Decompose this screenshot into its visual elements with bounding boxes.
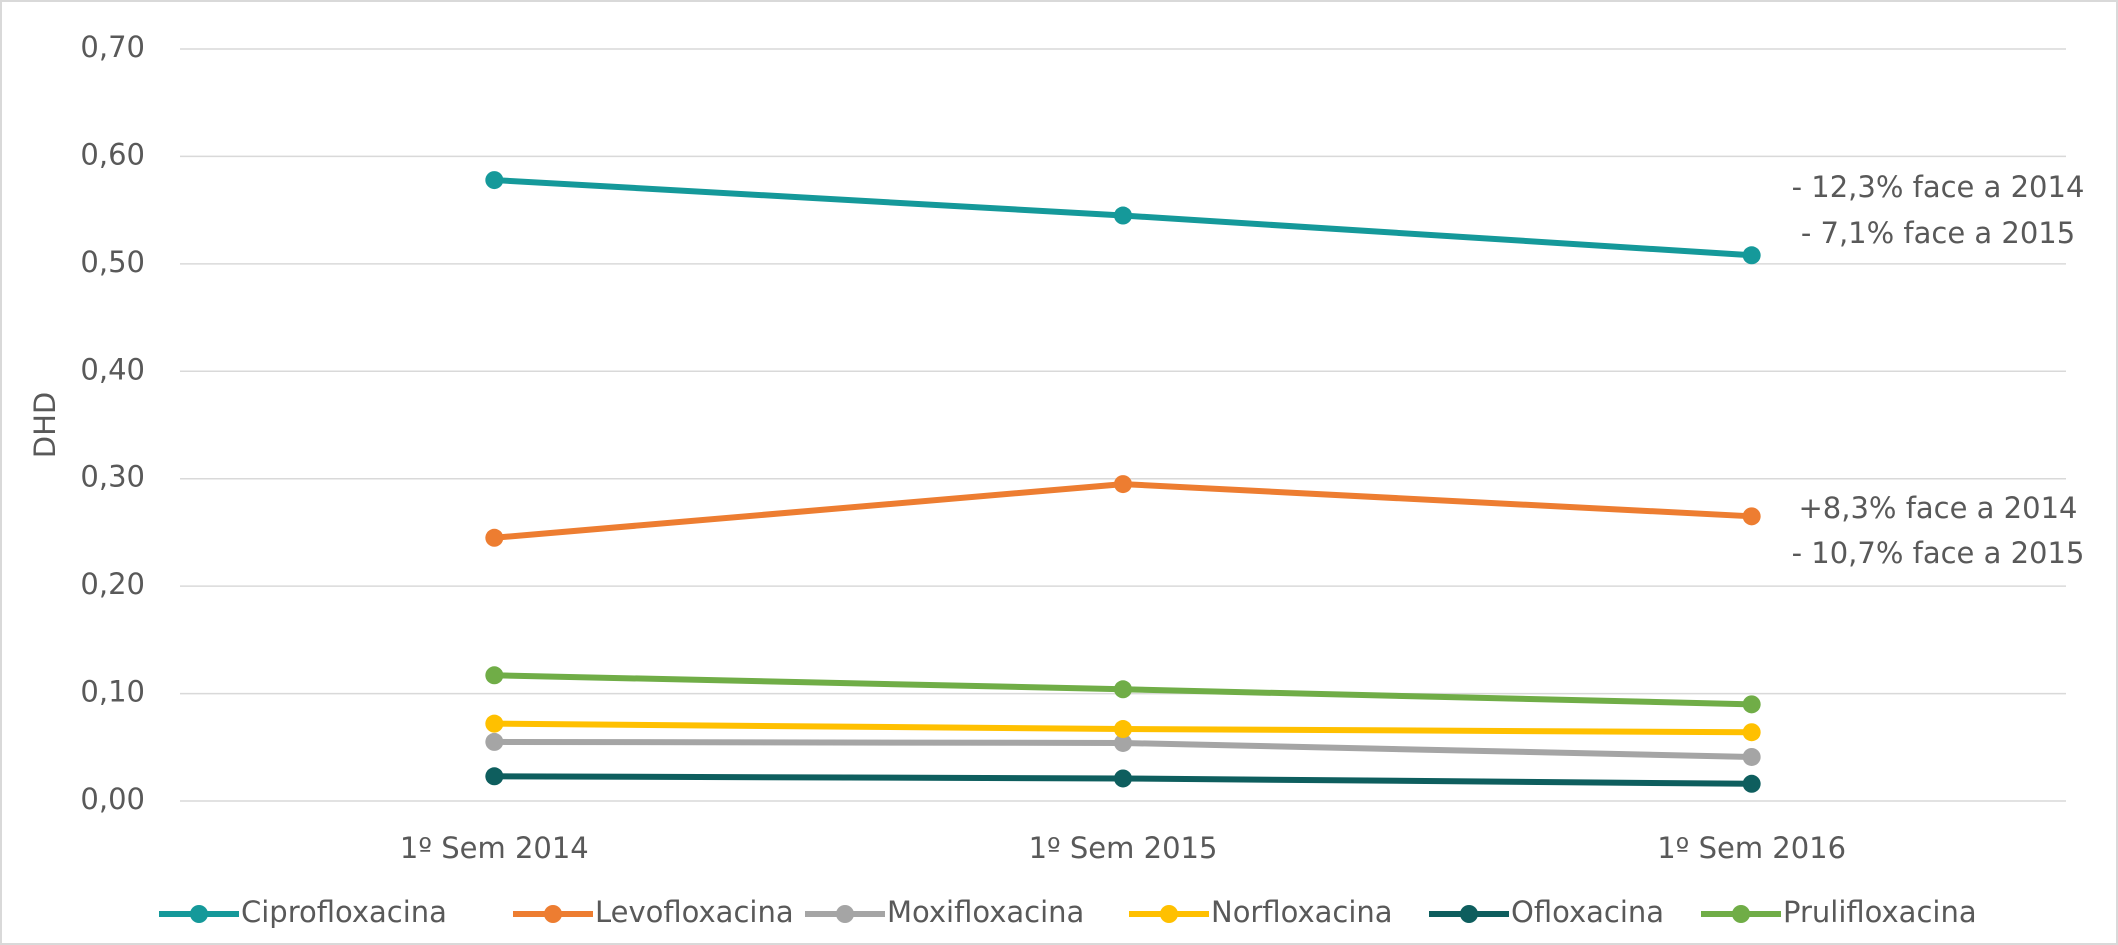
legend-label: Levofloxacina bbox=[595, 895, 794, 929]
y-tick-label: 0,60 bbox=[80, 137, 145, 171]
y-tick-label: 0,70 bbox=[80, 30, 145, 64]
x-tick-label: 1º Sem 2014 bbox=[400, 831, 589, 865]
data-point bbox=[1114, 769, 1132, 788]
data-point bbox=[485, 767, 504, 786]
data-point bbox=[1114, 733, 1132, 752]
annotation: - 10,7% face a 2015 bbox=[1792, 536, 2085, 570]
data-point bbox=[1114, 206, 1132, 225]
data-point bbox=[485, 171, 504, 190]
y-tick-label: 0,10 bbox=[80, 675, 145, 709]
legend-marker bbox=[1460, 905, 1478, 923]
y-tick-label: 0,50 bbox=[80, 245, 145, 279]
x-tick-label: 1º Sem 2016 bbox=[1657, 831, 1846, 865]
y-tick-label: 0,20 bbox=[80, 567, 145, 601]
legend-label: Moxifloxacina bbox=[887, 895, 1084, 929]
data-point bbox=[485, 714, 504, 733]
legend-marker bbox=[836, 905, 854, 923]
data-point bbox=[1114, 680, 1132, 699]
x-tick-label: 1º Sem 2015 bbox=[1029, 831, 1218, 865]
y-tick-label: 0,40 bbox=[80, 352, 145, 386]
data-point bbox=[1742, 747, 1761, 766]
data-point bbox=[1114, 475, 1132, 494]
annotation: +8,3% face a 2014 bbox=[1799, 491, 2078, 525]
y-axis-label: DHD bbox=[28, 392, 62, 458]
data-point bbox=[1742, 774, 1761, 793]
data-point bbox=[1114, 720, 1132, 739]
annotation: - 12,3% face a 2014 bbox=[1792, 170, 2085, 204]
legend-label: Ciprofloxacina bbox=[241, 895, 447, 929]
legend-label: Ofloxacina bbox=[1511, 895, 1664, 929]
legend-label: Norfloxacina bbox=[1211, 895, 1393, 929]
data-point bbox=[485, 732, 504, 751]
data-point bbox=[485, 666, 504, 685]
y-tick-label: 0,00 bbox=[80, 782, 145, 816]
data-point bbox=[1742, 507, 1761, 526]
legend-marker bbox=[1160, 905, 1178, 923]
data-point bbox=[1742, 246, 1761, 265]
legend-marker bbox=[190, 905, 208, 923]
y-tick-label: 0,30 bbox=[80, 460, 145, 494]
data-point bbox=[1742, 695, 1761, 714]
legend-label: Prulifloxacina bbox=[1783, 895, 1977, 929]
legend-marker bbox=[1732, 905, 1750, 923]
annotation: - 7,1% face a 2015 bbox=[1801, 216, 2075, 250]
legend-marker bbox=[544, 905, 562, 923]
data-point bbox=[485, 528, 504, 547]
data-point bbox=[1742, 723, 1761, 742]
